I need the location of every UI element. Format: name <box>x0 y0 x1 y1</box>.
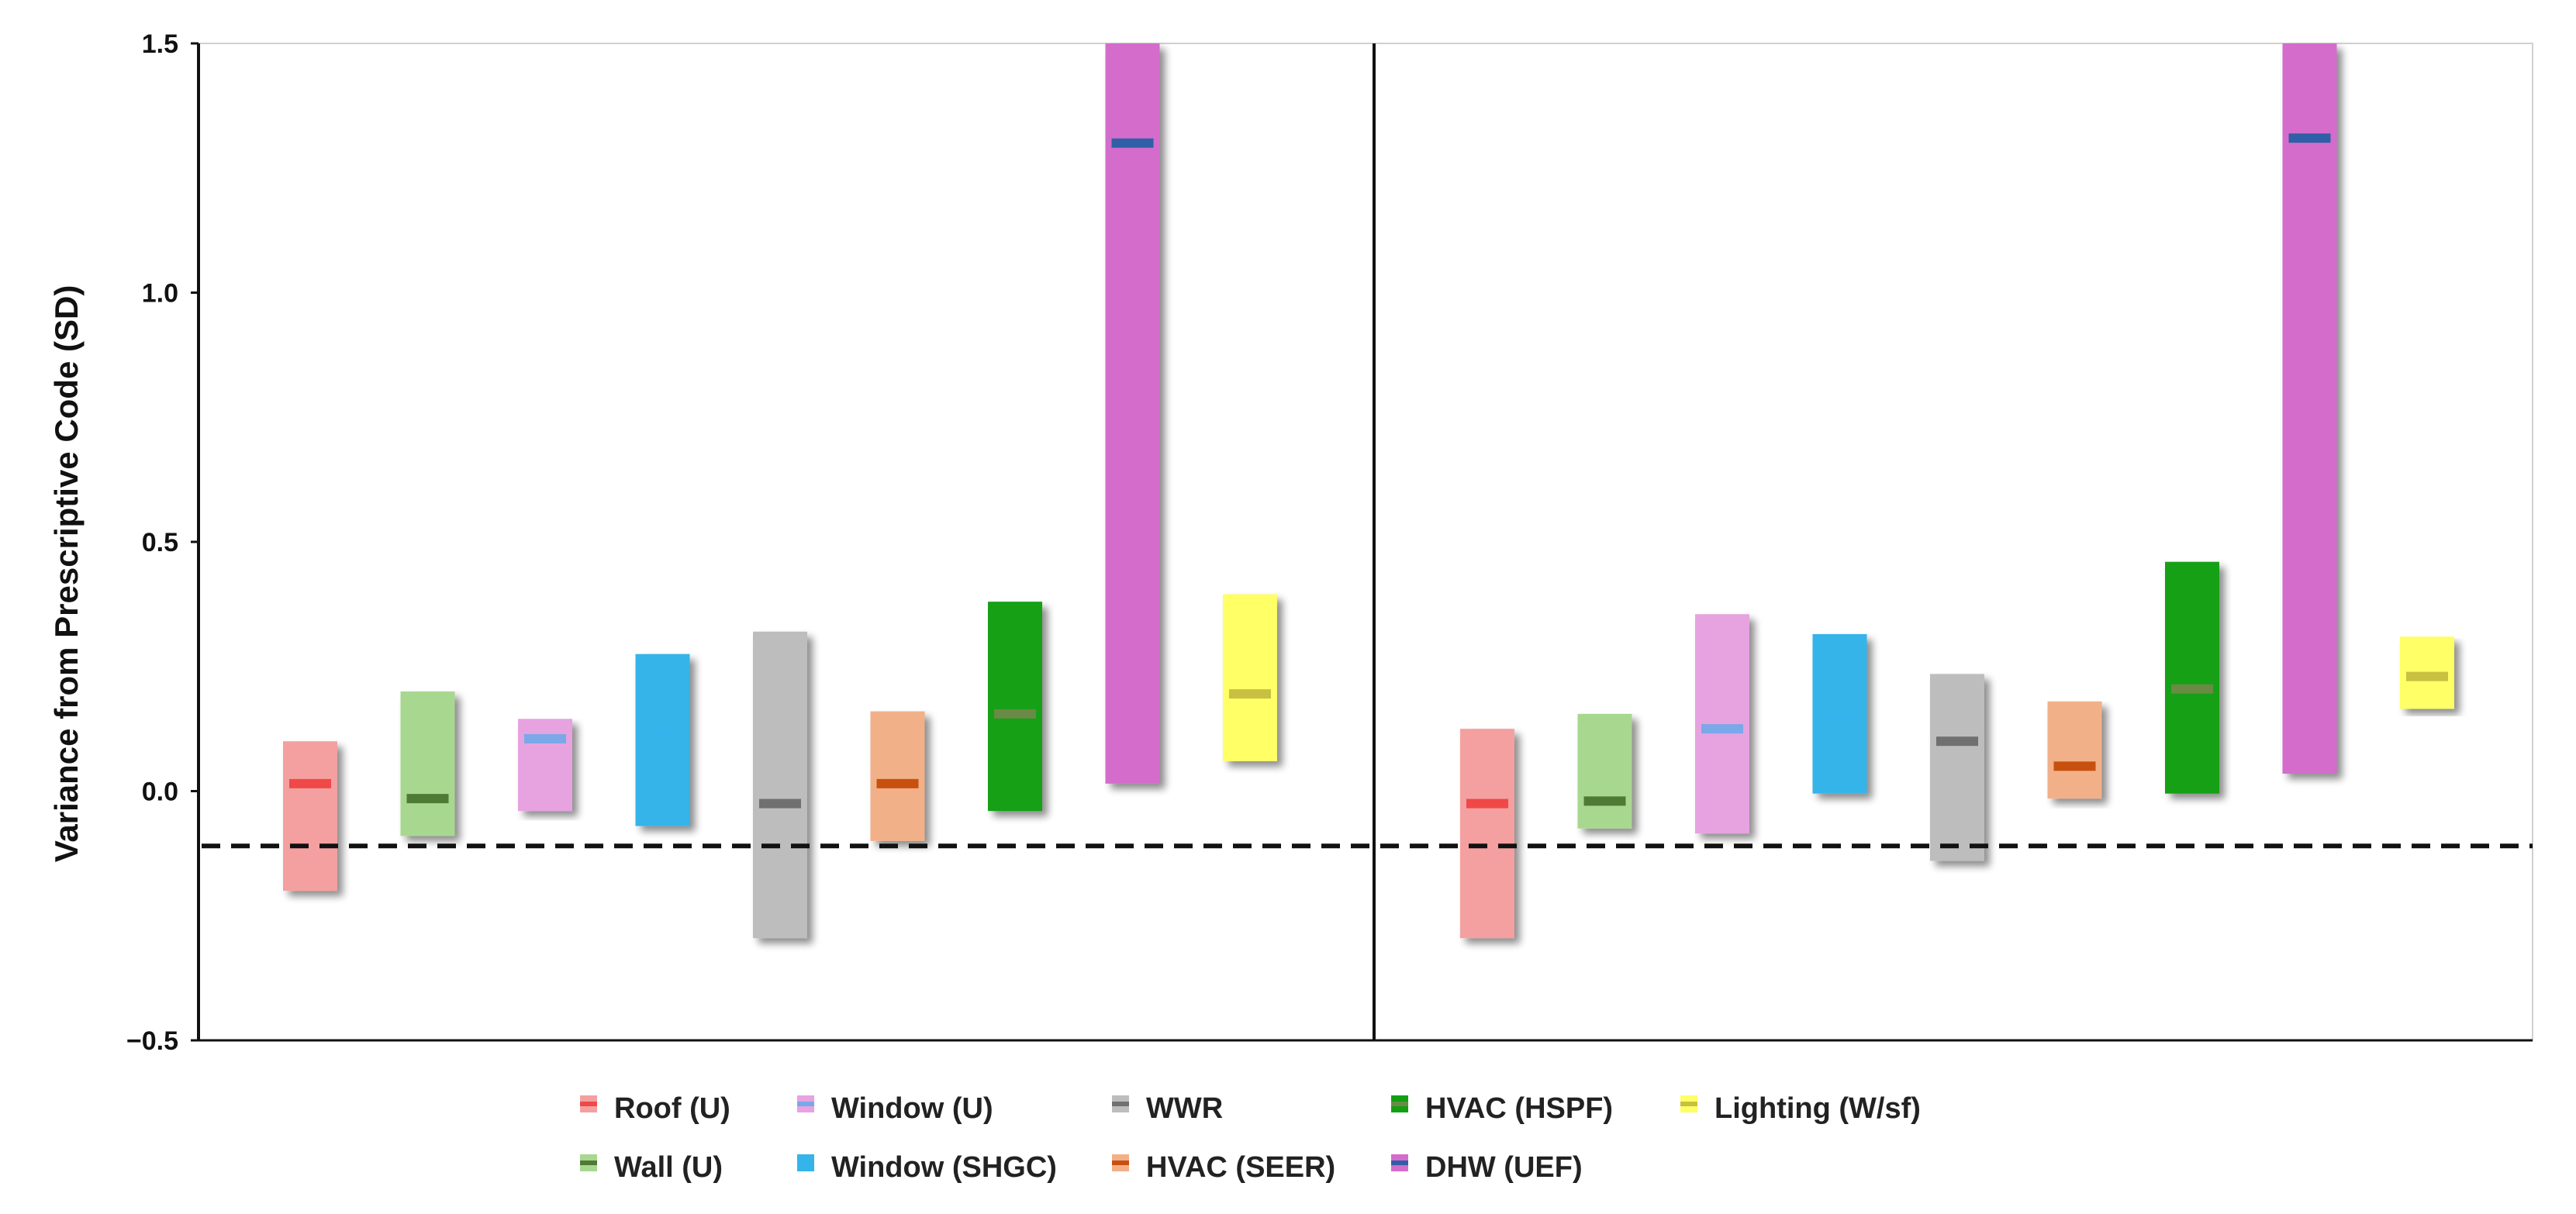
legend-label-wall-u: Wall (U) <box>614 1151 723 1184</box>
legend: Roof (U) Window (U) WWR HVAC (HSPF) Lighting… <box>580 1092 1921 1184</box>
legend-marker-window-u <box>797 1102 814 1106</box>
mean-marker-wwr <box>1936 736 1978 747</box>
mean-marker-window-u <box>1701 724 1743 734</box>
bars-layer <box>283 43 2454 939</box>
bar-dhw-uef <box>2282 43 2337 774</box>
bar-roof-u <box>1460 729 1514 939</box>
bar-roof-u <box>283 741 337 892</box>
legend-label-dhw-uef: DHW (UEF) <box>1425 1151 1583 1184</box>
bar-lighting-w-sf <box>1223 594 1277 761</box>
bar-hvac-hspf <box>2165 561 2219 794</box>
mean-marker-lighting-w-sf <box>1229 689 1271 699</box>
bar-wwr <box>753 631 807 939</box>
legend-label-window-u: Window (U) <box>831 1092 993 1125</box>
bar-wall-u <box>400 691 455 836</box>
mean-marker-window-shgc <box>641 729 684 739</box>
legend-label-roof-u: Roof (U) <box>614 1092 730 1125</box>
mean-marker-wall-u <box>1583 796 1626 806</box>
legend-marker-hvac-seer <box>1112 1161 1129 1165</box>
legend-label-window-shgc: Window (SHGC) <box>831 1151 1057 1184</box>
bar-window-shgc <box>635 654 690 826</box>
mean-marker-roof-u <box>1466 798 1508 809</box>
mean-marker-wall-u <box>406 794 449 804</box>
mean-marker-hvac-seer <box>2053 761 2096 771</box>
legend-label-wwr: WWR <box>1146 1092 1223 1125</box>
mean-marker-hvac-hspf <box>2171 684 2213 694</box>
mean-marker-roof-u <box>289 778 331 788</box>
mean-marker-dhw-uef <box>1111 138 1154 148</box>
bar-wwr <box>1930 674 1984 861</box>
legend-marker-wall-u <box>580 1161 597 1165</box>
y-tick-label: 1.0 <box>142 279 178 309</box>
legend-label-lighting-w-sf: Lighting (W/sf) <box>1714 1092 1921 1125</box>
mean-marker-window-shgc <box>1818 709 1861 719</box>
y-tick-label: 0.5 <box>142 528 178 557</box>
bar-hvac-seer <box>2047 701 2102 799</box>
bar-hvac-hspf <box>988 602 1042 812</box>
y-tick-label: 1.5 <box>142 29 178 59</box>
bar-dhw-uef <box>1105 43 1160 784</box>
legend-marker-wwr <box>1112 1102 1129 1106</box>
plot-frame <box>198 43 2533 1041</box>
mean-marker-hvac-hspf <box>994 709 1036 719</box>
legend-label-hvac-seer: HVAC (SEER) <box>1146 1151 1335 1184</box>
legend-marker-lighting-w-sf <box>1680 1102 1697 1106</box>
bar-hvac-seer <box>870 711 925 841</box>
bar-wall-u <box>1577 713 1632 829</box>
legend-label-hvac-hspf: HVAC (HSPF) <box>1425 1092 1613 1125</box>
mean-marker-window-u <box>524 733 566 743</box>
bar-window-u <box>518 719 572 812</box>
mean-marker-lighting-w-sf <box>2406 671 2448 681</box>
legend-marker-roof-u <box>580 1102 597 1106</box>
mean-marker-dhw-uef <box>2288 133 2331 143</box>
legend-marker-window-shgc <box>797 1161 814 1165</box>
legend-marker-hvac-hspf <box>1391 1102 1408 1106</box>
mean-marker-hvac-seer <box>876 778 919 788</box>
y-axis-label: Variance from Prescriptive Code (SD) <box>48 285 85 863</box>
bar-window-u <box>1695 614 1749 834</box>
y-ticks: 1.5 1.0 0.5 0.0 −0.5 <box>126 29 199 1056</box>
y-tick-label: −0.5 <box>126 1026 178 1056</box>
legend-marker-dhw-uef <box>1391 1161 1408 1165</box>
mean-marker-wwr <box>759 798 801 809</box>
y-tick-label: 0.0 <box>142 778 178 807</box>
